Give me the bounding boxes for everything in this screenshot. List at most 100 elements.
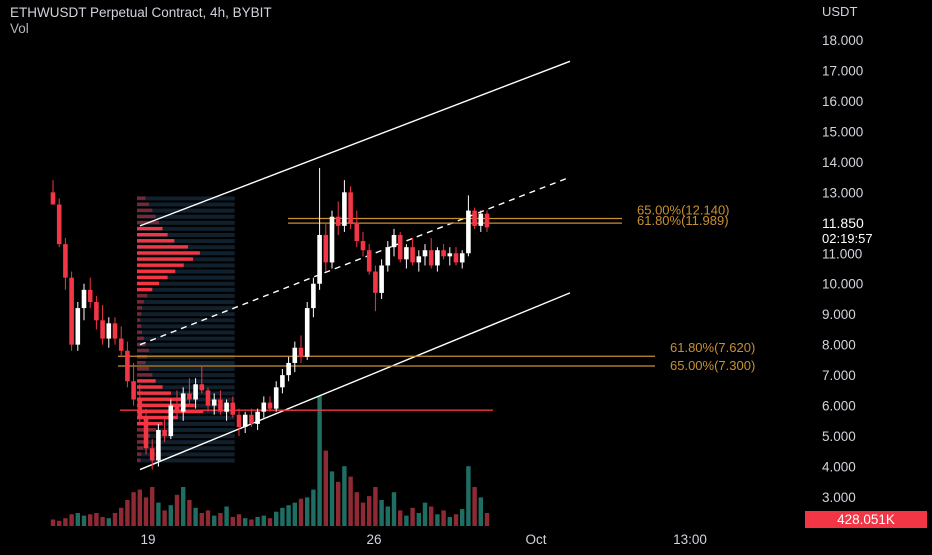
price-tick-label: 5.000 bbox=[822, 429, 856, 444]
volume-bar bbox=[435, 514, 440, 526]
profile-value-area-row bbox=[137, 373, 235, 378]
volume-bar bbox=[199, 513, 204, 526]
price-tick-label: 15.000 bbox=[822, 124, 863, 139]
price-tick-label: 13.000 bbox=[822, 185, 863, 200]
price-tick-label: 17.000 bbox=[822, 63, 863, 78]
volume-bar bbox=[69, 514, 74, 526]
price-tick-label: 18.000 bbox=[822, 33, 863, 48]
candle-body bbox=[373, 271, 378, 293]
candle-body bbox=[298, 347, 304, 357]
volume-bars bbox=[50, 396, 490, 526]
candle-body bbox=[329, 216, 335, 263]
profile-value-area-row bbox=[137, 220, 235, 225]
volume-bar bbox=[379, 500, 384, 526]
volume-bar bbox=[274, 511, 279, 526]
time-axis[interactable]: 19 26 Oct 13:00 bbox=[140, 532, 706, 547]
candle-body bbox=[118, 338, 124, 351]
profile-value-area-row bbox=[137, 348, 235, 353]
volume-bar bbox=[311, 489, 316, 526]
profile-row bbox=[137, 318, 141, 322]
profile-value-area-row bbox=[137, 202, 235, 207]
candle-body bbox=[131, 381, 136, 400]
profile-value-area-row bbox=[137, 293, 235, 298]
profile-row bbox=[137, 202, 149, 206]
volume-bar bbox=[174, 494, 180, 526]
price-axis[interactable]: USDT 18.000 17.000 16.000 15.000 14.000 13.000… bbox=[822, 4, 863, 505]
candle-body bbox=[435, 250, 440, 266]
candle-body bbox=[416, 256, 422, 263]
profile-row bbox=[137, 379, 156, 383]
profile-value-area-row bbox=[137, 208, 235, 213]
volume-bar bbox=[360, 502, 366, 526]
volume-bar bbox=[150, 487, 155, 526]
candle-body bbox=[404, 247, 409, 260]
profile-value-area-row bbox=[137, 360, 235, 365]
volume-bar bbox=[261, 515, 266, 526]
volume-bar bbox=[88, 514, 93, 526]
profile-row bbox=[137, 324, 142, 328]
candle-body bbox=[472, 210, 477, 226]
candle-body bbox=[342, 192, 347, 226]
candle-body bbox=[50, 192, 56, 205]
candle-body bbox=[230, 402, 236, 415]
profile-row bbox=[137, 232, 168, 237]
profile-row bbox=[137, 403, 195, 407]
profile-row bbox=[137, 367, 149, 371]
volume-bar bbox=[398, 510, 403, 526]
volume-bar bbox=[472, 487, 477, 526]
volume-indicator-label[interactable]: Vol bbox=[10, 21, 29, 36]
volume-bar bbox=[236, 514, 242, 526]
volume-bar bbox=[187, 500, 192, 526]
volume-bar bbox=[280, 507, 285, 526]
profile-value-area-row bbox=[137, 427, 235, 432]
profile-value-area-row bbox=[137, 287, 235, 292]
volume-bar bbox=[137, 489, 142, 526]
volume-bar bbox=[205, 510, 211, 526]
candle-body bbox=[125, 350, 130, 382]
price-tick-label: 3.000 bbox=[822, 490, 856, 505]
profile-row bbox=[137, 348, 149, 353]
profile-value-area-row bbox=[137, 196, 235, 201]
volume-bar bbox=[460, 509, 465, 526]
candle-body bbox=[174, 405, 180, 412]
volume-bar bbox=[348, 476, 353, 526]
profile-value-area-row bbox=[137, 385, 235, 390]
volume-bar bbox=[298, 498, 304, 526]
candle-body bbox=[168, 405, 174, 437]
volume-bar bbox=[212, 515, 217, 526]
profile-row bbox=[137, 458, 141, 462]
candle-body bbox=[255, 411, 260, 424]
volume-bar bbox=[292, 502, 297, 526]
profile-value-area-row bbox=[137, 336, 235, 341]
channel-lower-line bbox=[139, 292, 571, 471]
profile-row bbox=[137, 336, 144, 340]
volume-badge-label: 428.051K bbox=[837, 512, 895, 527]
price-tick-label: 11.000 bbox=[822, 246, 862, 261]
profile-row bbox=[137, 434, 150, 438]
candle-body bbox=[273, 387, 279, 409]
candle-body bbox=[137, 399, 143, 418]
profile-value-area-row bbox=[137, 318, 235, 323]
candle-body bbox=[81, 289, 87, 309]
last-price-label: 11.850 bbox=[822, 215, 864, 231]
candle-body bbox=[304, 308, 310, 357]
candle-body bbox=[286, 362, 291, 376]
candle-body bbox=[211, 399, 217, 406]
profile-row bbox=[137, 239, 175, 243]
candle-body bbox=[323, 234, 329, 263]
price-tick-label: 7.000 bbox=[822, 368, 856, 383]
profile-row bbox=[137, 452, 142, 456]
price-tick-label: 16.000 bbox=[822, 94, 863, 109]
candle-body bbox=[317, 234, 322, 284]
volume-badge-background bbox=[805, 511, 927, 528]
profile-row bbox=[137, 263, 184, 267]
profile-value-area-row bbox=[137, 263, 235, 268]
profile-value-area-row bbox=[137, 446, 235, 451]
volume-bar bbox=[373, 487, 378, 526]
price-tick-label: 9.000 bbox=[822, 307, 856, 322]
volume-bar bbox=[81, 515, 87, 526]
volume-bar bbox=[181, 487, 186, 526]
